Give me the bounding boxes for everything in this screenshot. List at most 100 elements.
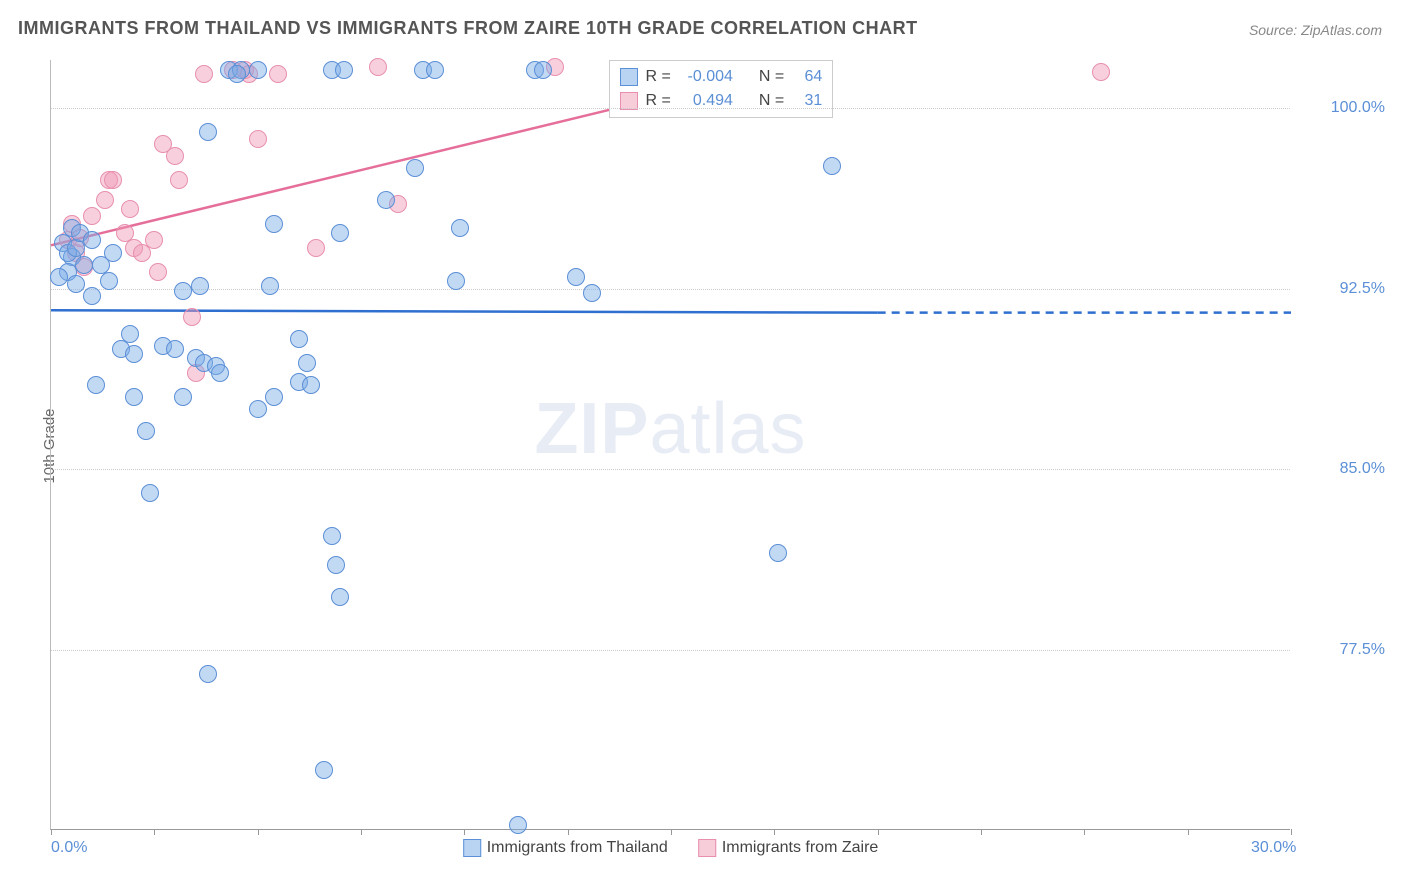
data-point — [769, 544, 787, 562]
data-point — [104, 244, 122, 262]
y-tick-label: 92.5% — [1300, 280, 1385, 298]
gridline — [51, 289, 1290, 290]
x-tick — [671, 829, 672, 835]
x-tick-label: 30.0% — [1251, 839, 1296, 857]
bottom-legend: Immigrants from Thailand Immigrants from… — [463, 839, 879, 857]
x-tick — [1188, 829, 1189, 835]
x-tick — [51, 829, 52, 835]
legend-label-zaire: Immigrants from Zaire — [722, 839, 878, 857]
plot-area: ZIPatlas R = -0.004 N = 64 R = 0.494 N =… — [50, 60, 1290, 830]
data-point — [195, 65, 213, 83]
data-point — [249, 400, 267, 418]
data-point — [249, 61, 267, 79]
x-tick — [258, 829, 259, 835]
data-point — [265, 215, 283, 233]
gridline — [51, 650, 1290, 651]
data-point — [331, 588, 349, 606]
chart-title: IMMIGRANTS FROM THAILAND VS IMMIGRANTS F… — [18, 18, 918, 39]
x-tick — [981, 829, 982, 835]
data-point — [149, 263, 167, 281]
data-point — [451, 219, 469, 237]
watermark-atlas: atlas — [649, 389, 806, 469]
data-point — [567, 268, 585, 286]
x-tick — [464, 829, 465, 835]
data-point — [406, 159, 424, 177]
r-label: R = — [646, 89, 671, 113]
data-point — [125, 345, 143, 363]
stats-row-zaire: R = 0.494 N = 31 — [620, 89, 823, 113]
data-point — [823, 157, 841, 175]
x-tick — [774, 829, 775, 835]
data-point — [125, 388, 143, 406]
data-point — [265, 388, 283, 406]
data-point — [100, 272, 118, 290]
data-point — [145, 231, 163, 249]
watermark: ZIPatlas — [534, 388, 806, 470]
source-attribution: Source: ZipAtlas.com — [1249, 22, 1382, 38]
data-point — [104, 171, 122, 189]
watermark-zip: ZIP — [534, 389, 649, 469]
swatch-thailand — [620, 68, 638, 86]
data-point — [307, 239, 325, 257]
data-point — [447, 272, 465, 290]
stats-legend: R = -0.004 N = 64 R = 0.494 N = 31 — [609, 60, 834, 118]
data-point — [228, 65, 246, 83]
data-point — [67, 275, 85, 293]
data-point — [323, 527, 341, 545]
swatch-thailand-icon — [463, 839, 481, 857]
legend-label-thailand: Immigrants from Thailand — [487, 839, 668, 857]
data-point — [509, 816, 527, 834]
data-point — [331, 224, 349, 242]
data-point — [377, 191, 395, 209]
y-tick-label: 85.0% — [1300, 460, 1385, 478]
x-tick — [1084, 829, 1085, 835]
data-point — [298, 354, 316, 372]
x-tick — [1291, 829, 1292, 835]
data-point — [75, 256, 93, 274]
data-point — [426, 61, 444, 79]
r-value-zaire: 0.494 — [679, 89, 733, 113]
data-point — [199, 123, 217, 141]
data-point — [335, 61, 353, 79]
x-tick — [878, 829, 879, 835]
data-point — [315, 761, 333, 779]
n-label: N = — [759, 89, 784, 113]
gridline — [51, 108, 1290, 109]
trend-line — [51, 310, 878, 312]
data-point — [137, 422, 155, 440]
data-point — [327, 556, 345, 574]
y-tick-label: 77.5% — [1300, 641, 1385, 659]
data-point — [534, 61, 552, 79]
stats-row-thailand: R = -0.004 N = 64 — [620, 65, 823, 89]
data-point — [166, 340, 184, 358]
x-tick — [361, 829, 362, 835]
data-point — [369, 58, 387, 76]
data-point — [141, 484, 159, 502]
swatch-zaire-icon — [698, 839, 716, 857]
data-point — [1092, 63, 1110, 81]
data-point — [121, 325, 139, 343]
data-point — [170, 171, 188, 189]
y-tick-label: 100.0% — [1300, 99, 1385, 117]
n-value-thailand: 64 — [792, 65, 822, 89]
r-label: R = — [646, 65, 671, 89]
n-value-zaire: 31 — [792, 89, 822, 113]
data-point — [96, 191, 114, 209]
legend-item-thailand: Immigrants from Thailand — [463, 839, 668, 857]
x-tick-label: 0.0% — [51, 839, 87, 857]
data-point — [87, 376, 105, 394]
data-point — [261, 277, 279, 295]
n-label: N = — [759, 65, 784, 89]
data-point — [583, 284, 601, 302]
data-point — [290, 330, 308, 348]
gridline — [51, 469, 1290, 470]
legend-item-zaire: Immigrants from Zaire — [698, 839, 878, 857]
data-point — [83, 287, 101, 305]
trend-lines-svg — [51, 60, 1290, 829]
x-tick — [154, 829, 155, 835]
data-point — [302, 376, 320, 394]
data-point — [121, 200, 139, 218]
data-point — [83, 231, 101, 249]
data-point — [174, 388, 192, 406]
data-point — [83, 207, 101, 225]
